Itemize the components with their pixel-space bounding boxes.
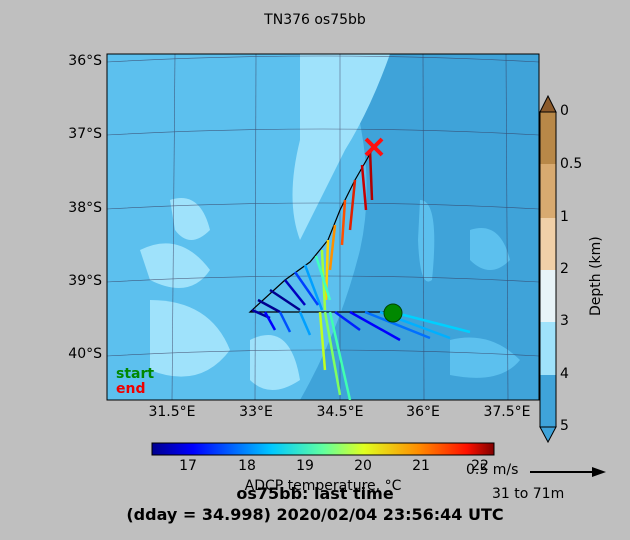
depth-tick: 0 (560, 103, 569, 119)
footer-line2: (dday = 34.998) 2020/02/04 23:56:44 UTC (126, 505, 504, 524)
depth-tick: 0.5 (560, 156, 583, 172)
lat-label: 40°S (68, 346, 102, 362)
temp-colorbar-title: ADCP temperature, °C (244, 478, 402, 494)
depth-tick: 4 (560, 366, 569, 382)
depth-colorbar-title: Depth (km) (588, 236, 604, 316)
depth-tick: 5 (560, 418, 569, 434)
lat-label: 37°S (68, 126, 102, 142)
lat-label: 39°S (68, 273, 102, 289)
scale-arrow (530, 467, 606, 477)
lon-label: 33°E (239, 404, 273, 420)
lat-label: 38°S (68, 200, 102, 216)
start-legend: start (116, 366, 155, 382)
temp-tick: 19 (296, 458, 314, 474)
depth-tick: 1 (560, 209, 569, 225)
end-marker (364, 137, 384, 157)
lon-label: 31.5°E (148, 404, 196, 420)
bathymetry (107, 54, 539, 400)
scale-label: 0.5 m/s (466, 462, 519, 478)
lon-label: 34.5°E (316, 404, 364, 420)
temp-colorbar (151, 442, 495, 456)
temp-tick: 21 (412, 458, 430, 474)
lon-label: 36°E (406, 404, 440, 420)
temp-tick: 17 (179, 458, 197, 474)
depth-tick: 3 (560, 313, 569, 329)
depth-tick: 2 (560, 261, 569, 277)
footer-line1: os75bb: last time (236, 484, 394, 503)
lon-label: 37.5°E (483, 404, 531, 420)
velocity-vectors (248, 146, 471, 400)
plot-title: TN376 os75bb (264, 12, 366, 28)
depth-range-label: 31 to 71m (492, 486, 565, 502)
temp-tick: 22 (471, 458, 489, 474)
end-legend: end (116, 381, 146, 397)
ship-track (248, 146, 392, 313)
temp-tick: 20 (354, 458, 372, 474)
temp-tick: 18 (238, 458, 256, 474)
depth-colorbar (539, 94, 557, 444)
start-marker (383, 303, 403, 323)
lat-label: 36°S (68, 53, 102, 69)
